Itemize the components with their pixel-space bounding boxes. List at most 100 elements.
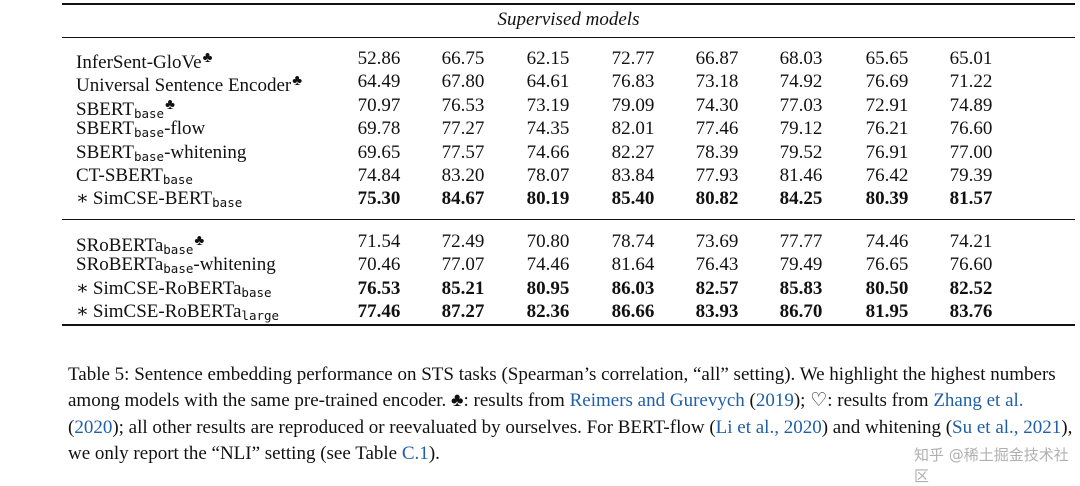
model-name: SimCSE-BERT	[92, 188, 213, 210]
score-cell: 76.53	[441, 94, 485, 116]
club-marker: ♣	[202, 50, 213, 66]
club-marker: ♣	[292, 73, 303, 90]
score-cell: 83.20	[441, 165, 485, 186]
score-cell: 77.03	[779, 94, 823, 116]
caption-text: ) and whitening (	[821, 416, 953, 438]
caption-text: ); ♡: results from	[793, 390, 934, 412]
caption-text: (	[744, 390, 756, 412]
score-cell: 79.52	[779, 141, 823, 163]
score-cell: 66.75	[441, 48, 485, 69]
score-cell: 79.49	[779, 254, 823, 276]
score-cell: 83.76	[949, 301, 993, 323]
score-cell: 77.77	[779, 231, 823, 252]
citation-link[interactable]: Reimers and Gurevych	[569, 390, 745, 412]
score-cell: 70.80	[526, 231, 570, 252]
score-cell: 67.80	[441, 71, 485, 93]
score-cell: 69.78	[357, 118, 401, 140]
model-name: SBERT	[76, 118, 134, 140]
model-size-subscript: base	[133, 105, 165, 121]
score-cell: 83.93	[695, 301, 739, 323]
caption-text: ); all other results are reproduced or r…	[112, 416, 716, 438]
model-variant-suffix: -flow	[164, 118, 206, 140]
score-cell: 80.82	[695, 188, 739, 210]
score-cell: 76.60	[949, 254, 993, 276]
model-name-cell: SBERTbase-flow	[76, 117, 205, 144]
score-cell: 76.43	[695, 254, 739, 276]
score-cell: 81.46	[779, 165, 823, 186]
group-divider-rule	[62, 219, 1075, 220]
score-cell: 77.46	[695, 118, 739, 140]
model-size-subscript: base	[163, 261, 194, 277]
model-name: SRoBERTa	[76, 235, 164, 256]
model-size-subscript: base	[133, 125, 165, 141]
citation-link[interactable]: Li et al., 2020	[715, 416, 822, 438]
score-cell: 82.52	[949, 277, 993, 299]
score-cell: 72.77	[611, 48, 655, 69]
score-cell: 79.39	[949, 165, 993, 186]
score-cell: 86.03	[611, 277, 655, 299]
score-cell: 76.69	[865, 71, 909, 93]
score-cell: 62.15	[526, 48, 570, 69]
table-bottom-rule	[62, 324, 1075, 326]
score-cell: 52.86	[357, 48, 401, 69]
score-cell: 73.69	[695, 231, 739, 252]
model-name-cell: Universal Sentence Encoder♣	[76, 70, 302, 97]
model-name: Universal Sentence Encoder	[76, 75, 292, 97]
caption-text: ), we only report the “NLI” setting (see…	[68, 416, 1073, 464]
citation-link[interactable]: C.1	[401, 442, 429, 464]
model-name: SRoBERTa	[76, 254, 164, 276]
club-marker: ♣	[194, 233, 205, 249]
score-cell: 74.30	[695, 94, 739, 116]
score-cell: 76.21	[865, 118, 909, 140]
score-cell: 70.97	[357, 94, 401, 116]
score-cell: 76.83	[611, 71, 655, 93]
score-cell: 72.49	[441, 231, 485, 252]
score-cell: 77.46	[357, 301, 401, 323]
citation-link[interactable]: 2019	[755, 390, 794, 412]
score-cell: 79.12	[779, 118, 823, 140]
score-cell: 73.19	[526, 94, 570, 116]
section-header-rule	[62, 37, 1075, 38]
table-row: ∗ SimCSE-BERTbase 75.30 84.67 80.19 85.40 80.8…	[0, 187, 1080, 210]
score-cell: 74.92	[779, 71, 823, 93]
citation-link[interactable]: Su et al., 2021	[952, 416, 1062, 438]
score-cell: 70.46	[357, 254, 401, 276]
score-cell: 73.18	[695, 71, 739, 93]
watermark: 知乎 @稀土掘金技术社区	[914, 446, 1069, 485]
model-name-cell: ∗ SimCSE-BERTbase	[76, 187, 242, 214]
citation-link[interactable]: 2020	[74, 416, 113, 438]
score-cell: 86.70	[779, 301, 823, 323]
score-cell: 68.03	[779, 48, 823, 69]
model-name-cell: ∗ SimCSE-RoBERTalarge	[76, 300, 279, 327]
score-cell: 87.27	[441, 301, 485, 323]
model-size-subscript: base	[133, 148, 165, 164]
table-row: SRoBERTabase-whitening 70.46 77.07 74.46 81.…	[0, 253, 1080, 276]
score-cell: 71.22	[949, 71, 993, 93]
club-marker: ♣	[165, 96, 175, 113]
section-header: Supervised models	[497, 9, 640, 30]
score-cell: 77.57	[441, 141, 485, 163]
reproduced-star-marker: ∗	[76, 277, 89, 299]
citation-link[interactable]: Zhang et al.	[933, 390, 1024, 412]
reproduced-star-marker: ∗	[76, 188, 89, 210]
model-size-subscript: base	[163, 242, 194, 257]
model-name-cell: InferSent-GloVe♣	[76, 47, 212, 74]
score-cell: 75.30	[357, 188, 401, 210]
score-cell: 77.93	[695, 165, 739, 186]
score-cell: 80.39	[865, 188, 909, 210]
table-caption: Table 5: Sentence embedding performance …	[68, 362, 1076, 467]
model-size-subscript: large	[241, 308, 280, 324]
model-name: InferSent-GloVe	[76, 52, 202, 73]
caption-text: (	[68, 416, 75, 438]
reproduced-star-marker: ∗	[76, 301, 89, 323]
model-name-cell: CT-SBERTbase	[76, 164, 193, 191]
score-cell: 76.53	[357, 277, 401, 299]
score-cell: 81.95	[865, 301, 909, 323]
model-name: SBERT	[76, 141, 134, 163]
score-cell: 78.07	[526, 165, 570, 186]
score-cell: 81.57	[949, 188, 993, 210]
score-cell: 76.91	[865, 141, 909, 163]
score-cell: 66.87	[695, 48, 739, 69]
score-cell: 76.65	[865, 254, 909, 276]
score-cell: 85.83	[779, 277, 823, 299]
